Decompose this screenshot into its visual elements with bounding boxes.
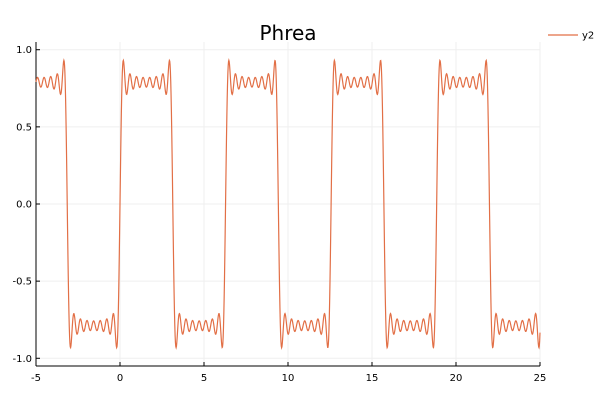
x-tick-label: 25 [534, 373, 547, 384]
y-tick-label: -1.0 [12, 354, 32, 365]
y-tick-label: -0.5 [12, 277, 32, 288]
series-group [35, 58, 541, 350]
x-tick-label: 0 [117, 373, 123, 384]
y-tick-label: 0.5 [16, 122, 32, 133]
chart-title: Phrea [259, 21, 316, 45]
x-tick-label: 15 [366, 373, 379, 384]
series-line-y2 [35, 58, 541, 350]
ticks: -5 0 5 10 15 20 25 -1.0 -0.5 0.0 0.5 1.0 [12, 45, 546, 384]
x-tick-label: -5 [31, 373, 41, 384]
legend: y2 [542, 24, 600, 46]
grid [35, 42, 541, 366]
legend-label: y2 [582, 31, 594, 42]
x-tick-label: 10 [282, 373, 295, 384]
x-tick-label: 20 [450, 373, 463, 384]
y-tick-label: 1.0 [16, 45, 32, 56]
x-tick-label: 5 [201, 373, 207, 384]
y-tick-label: 0.0 [16, 200, 32, 211]
